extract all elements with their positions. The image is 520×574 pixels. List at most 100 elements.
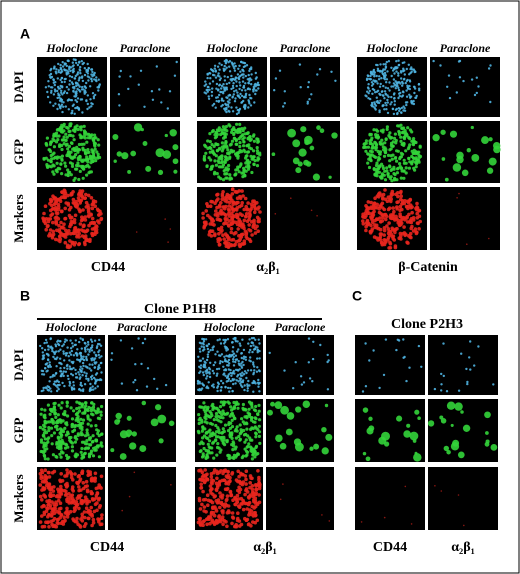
cell [228,81,231,85]
cell [393,132,397,136]
cell [57,380,60,384]
cell [119,69,123,73]
cell [52,407,56,411]
cell [214,163,218,167]
cell [308,98,311,101]
cell [488,157,497,166]
cell [81,486,86,491]
cell [203,497,208,502]
cell [140,362,143,366]
cell [220,128,224,132]
cell [76,348,79,351]
cell [77,401,81,405]
cell [199,359,203,362]
cell [55,380,58,383]
cell [454,402,463,411]
cell [46,485,51,489]
cell [445,390,449,393]
cell [469,340,472,343]
cell [128,495,131,498]
cell [246,434,250,438]
cell [81,411,85,415]
cell [226,148,230,152]
cell [59,162,63,166]
cell [198,387,201,391]
cell [251,134,255,138]
cell [369,138,373,142]
cell [64,232,69,236]
cell [448,96,452,100]
cell [218,505,222,510]
cell [216,350,219,353]
cell [201,452,205,456]
cell [399,82,402,85]
cell [245,376,248,380]
cell [252,379,255,383]
cell [212,363,215,367]
cell [400,95,404,98]
cell [228,362,231,365]
cell [85,99,88,102]
cell [133,123,143,132]
cell [217,217,222,222]
cell [150,418,159,427]
cell [385,81,388,84]
cell [73,472,77,476]
cell [378,110,381,114]
cell [225,486,230,491]
cell [307,81,310,84]
cell [51,453,56,457]
cell [384,137,388,141]
cell [439,64,442,67]
cell [372,128,376,132]
cell [397,107,401,110]
cell [212,144,216,148]
cell [118,75,121,78]
cell [48,148,52,152]
cell [220,353,224,356]
cell [72,220,77,225]
cell [42,486,46,491]
cell [369,78,372,81]
cell [402,67,405,70]
cell [91,434,95,438]
cell [227,373,230,376]
cell [74,81,78,84]
cell [81,208,85,212]
cell [91,385,94,388]
cell [484,411,491,419]
cell [386,231,391,236]
cell [42,389,45,392]
cell [401,61,404,65]
cell [99,410,103,414]
cell [414,409,420,415]
cell [406,126,410,130]
cell [247,496,251,500]
cell [446,85,449,89]
cell [67,144,71,148]
cell [86,193,91,198]
cell [242,171,246,175]
cell [78,477,83,482]
cell [473,93,477,97]
cell [242,86,246,89]
cell [72,354,76,357]
cell [42,445,46,449]
cell [232,86,235,90]
cell [215,132,219,137]
cell [234,524,239,529]
cell [48,228,53,232]
cell [257,338,260,341]
micrograph [266,467,334,530]
cell [369,229,373,234]
micrograph-bg [428,467,498,530]
cell [210,518,215,523]
cell [69,440,73,444]
cell [89,443,93,447]
cell [238,237,242,241]
cell [44,363,48,366]
cell [50,236,55,240]
cell [244,454,248,458]
cell [65,506,69,511]
cell [233,372,236,375]
